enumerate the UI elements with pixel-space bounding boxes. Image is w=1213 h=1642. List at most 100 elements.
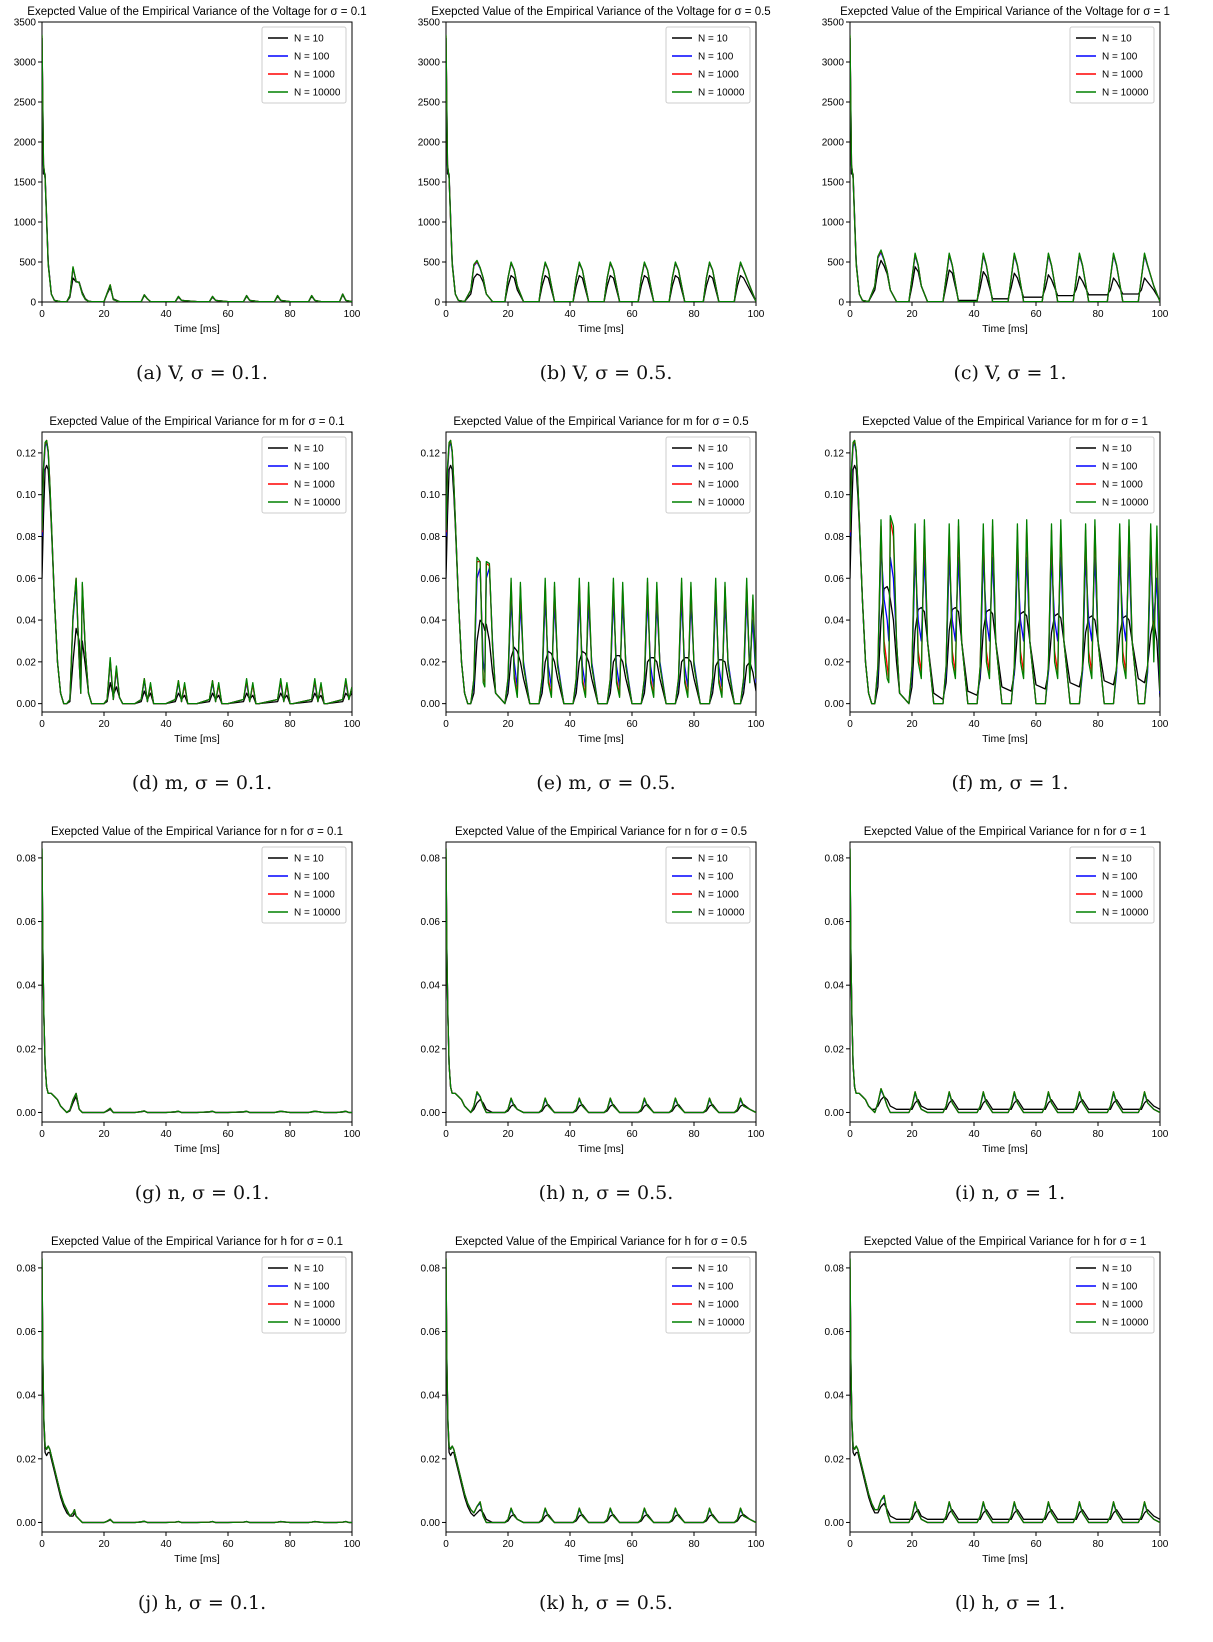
x-axis-label: Time [ms]	[578, 1143, 624, 1155]
x-tick-label: 40	[564, 719, 576, 730]
legend-label: N = 100	[294, 462, 330, 473]
y-tick-label: 2000	[418, 138, 441, 149]
y-tick-label: 0.08	[825, 532, 845, 543]
y-tick-label: 0.00	[825, 699, 845, 710]
series-line	[850, 1258, 1160, 1524]
y-tick-label: 0.04	[17, 981, 37, 992]
x-axis-label: Time [ms]	[174, 733, 220, 745]
x-tick-label: 100	[748, 719, 765, 730]
chart-svg: Exepcted Value of the Empirical Variance…	[14, 6, 367, 335]
y-tick-label: 0.02	[421, 657, 441, 668]
x-tick-label: 100	[344, 1539, 361, 1550]
legend-box	[261, 26, 347, 104]
x-tick-label: 80	[284, 309, 296, 320]
legend-label: N = 1000	[1102, 1300, 1143, 1311]
chart-svg: Exepcted Value of the Empirical Variance…	[822, 6, 1170, 335]
legend-box	[1069, 26, 1155, 104]
figure-caption: (l) h, σ = 1.	[954, 1592, 1066, 1614]
x-tick-label: 60	[1030, 309, 1042, 320]
legend-label: N = 10	[294, 854, 324, 865]
y-tick-label: 0.06	[825, 1327, 845, 1338]
legend: N = 10 N = 100 N = 1000 N = 10000	[261, 846, 347, 924]
series-line	[446, 848, 756, 1114]
y-tick-label: 2000	[822, 138, 845, 149]
chart-svg: Exepcted Value of the Empirical Variance…	[17, 826, 361, 1155]
x-tick-label: 60	[222, 1129, 234, 1140]
legend-label: N = 10	[1102, 444, 1132, 455]
x-tick-label: 60	[222, 1539, 234, 1550]
y-tick-label: 0.00	[421, 699, 441, 710]
figure-caption: (a) V, σ = 0.1.	[136, 362, 268, 384]
series-line	[850, 1267, 1160, 1520]
x-tick-label: 40	[160, 719, 172, 730]
legend-label: N = 100	[1102, 462, 1138, 473]
legend-label: N = 10	[698, 34, 728, 45]
chart-svg: Exepcted Value of the Empirical Variance…	[17, 1236, 361, 1565]
figure-caption: (h) n, σ = 0.5.	[538, 1182, 674, 1204]
x-tick-label: 20	[502, 309, 514, 320]
legend-label: N = 100	[294, 1282, 330, 1293]
legend-label: N = 10	[294, 34, 324, 45]
chart-title: Exepcted Value of the Empirical Variance…	[455, 826, 747, 838]
x-tick-label: 20	[906, 1539, 918, 1550]
x-tick-label: 20	[502, 719, 514, 730]
y-tick-label: 0.02	[825, 657, 845, 668]
figure-caption: (g) n, σ = 0.1.	[134, 1182, 270, 1204]
legend-label: N = 10	[698, 854, 728, 865]
y-tick-label: 1000	[418, 218, 441, 229]
legend-box	[261, 436, 347, 514]
y-tick-label: 0.00	[825, 1108, 845, 1119]
x-tick-label: 100	[1152, 1539, 1169, 1550]
x-tick-label: 80	[284, 1129, 296, 1140]
y-tick-label: 500	[19, 258, 36, 269]
y-tick-label: 0.00	[421, 1518, 441, 1529]
x-tick-label: 40	[968, 309, 980, 320]
y-tick-label: 0.08	[421, 853, 441, 864]
x-axis-label: Time [ms]	[982, 1143, 1028, 1155]
x-axis-label: Time [ms]	[578, 1553, 624, 1565]
y-tick-label: 0	[434, 298, 440, 309]
x-tick-label: 20	[906, 719, 918, 730]
x-tick-label: 0	[443, 719, 449, 730]
x-tick-label: 40	[968, 1129, 980, 1140]
y-tick-label: 0.12	[17, 448, 37, 459]
chart-svg: Exepcted Value of the Empirical Variance…	[421, 416, 765, 745]
x-tick-label: 0	[847, 309, 853, 320]
chart-svg: Exepcted Value of the Empirical Variance…	[825, 1236, 1169, 1565]
chart-title: Exepcted Value of the Empirical Variance…	[431, 6, 770, 18]
x-tick-label: 80	[688, 1129, 700, 1140]
legend-label: N = 10000	[1102, 498, 1149, 509]
legend-label: N = 10000	[1102, 908, 1149, 919]
y-tick-label: 1500	[14, 178, 37, 189]
y-tick-label: 0.10	[17, 490, 37, 501]
x-tick-label: 80	[1092, 309, 1104, 320]
series-line	[850, 439, 1160, 705]
x-tick-label: 100	[1152, 309, 1169, 320]
legend-box	[1069, 436, 1155, 514]
legend-box	[261, 846, 347, 924]
y-tick-label: 0.08	[17, 1263, 37, 1274]
x-tick-label: 20	[906, 1129, 918, 1140]
y-tick-label: 0.06	[825, 917, 845, 928]
legend-box	[665, 1256, 751, 1334]
chart-panel: Exepcted Value of the Empirical Variance…	[0, 410, 404, 820]
legend-label: N = 100	[1102, 872, 1138, 883]
y-tick-label: 3000	[14, 58, 37, 69]
legend-label: N = 10	[698, 444, 728, 455]
legend-label: N = 10	[294, 1264, 324, 1275]
y-tick-label: 1500	[418, 178, 441, 189]
plot-frame	[41, 1251, 353, 1533]
legend-label: N = 1000	[1102, 890, 1143, 901]
x-tick-label: 40	[160, 309, 172, 320]
y-tick-label: 2500	[14, 98, 37, 109]
y-tick-label: 0.00	[17, 1518, 37, 1529]
x-tick-label: 60	[626, 1129, 638, 1140]
legend-box	[1069, 846, 1155, 924]
y-tick-label: 3000	[418, 58, 441, 69]
legend-label: N = 10000	[1102, 1318, 1149, 1329]
y-tick-label: 0.12	[421, 448, 441, 459]
y-tick-label: 0.06	[421, 574, 441, 585]
x-tick-label: 60	[1030, 1539, 1042, 1550]
chart-panel: Exepcted Value of the Empirical Variance…	[0, 1230, 404, 1640]
y-tick-label: 0.06	[825, 574, 845, 585]
